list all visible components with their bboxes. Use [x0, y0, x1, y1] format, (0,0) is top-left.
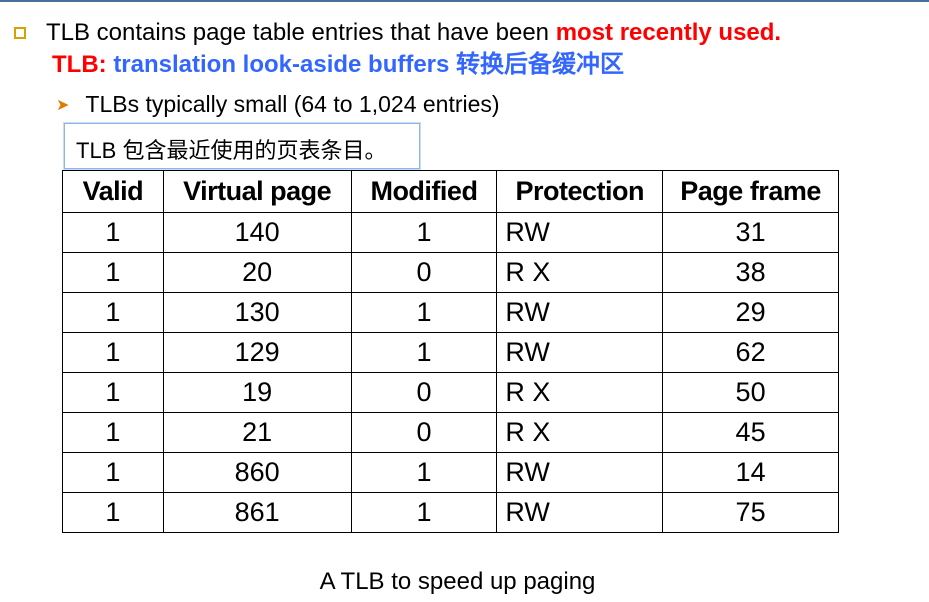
header-page-frame: Page frame: [662, 170, 839, 213]
header-virtual-page: Virtual page: [162, 170, 352, 213]
square-bullet-icon: [14, 27, 26, 39]
cell-modified: 1: [350, 292, 498, 333]
table-row: 1 140 1 RW 31: [62, 212, 839, 253]
cell-page-frame: 45: [662, 412, 839, 453]
cell-page-frame: 62: [662, 332, 839, 373]
cell-valid: 1: [62, 252, 164, 293]
cell-modified: 0: [350, 252, 498, 293]
cell-valid: 1: [62, 492, 164, 533]
cell-protection: RW: [496, 292, 664, 333]
cell-virtual-page: 21: [162, 412, 352, 453]
cell-valid: 1: [62, 332, 164, 373]
cell-virtual-page: 860: [162, 452, 352, 493]
cell-page-frame: 38: [662, 252, 839, 293]
cell-virtual-page: 130: [162, 292, 352, 333]
cell-page-frame: 14: [662, 452, 839, 493]
cell-protection: R X: [496, 372, 664, 413]
tlb-table: Valid Virtual page Modified Protection P…: [62, 170, 839, 533]
cell-page-frame: 75: [662, 492, 839, 533]
bullet-text: TLB contains page table entries that hav…: [46, 19, 556, 46]
cell-protection: R X: [496, 252, 664, 293]
cell-virtual-page: 19: [162, 372, 352, 413]
cell-protection: RW: [496, 212, 664, 253]
arrow-bullet-icon: ➤: [56, 97, 70, 114]
highlight-most-recently-used: most recently used.: [555, 19, 782, 46]
table-row: 1 19 0 R X 50: [62, 372, 839, 413]
cell-valid: 1: [62, 412, 164, 453]
table-row: 1 130 1 RW 29: [62, 292, 839, 333]
table-row: 1 20 0 R X 38: [62, 252, 839, 293]
cell-virtual-page: 140: [162, 212, 352, 253]
table-row: 1 860 1 RW 14: [62, 452, 839, 493]
table-caption: A TLB to speed up paging: [319, 568, 596, 595]
cell-modified: 1: [350, 212, 498, 253]
cell-modified: 0: [350, 412, 498, 453]
cell-protection: RW: [496, 492, 664, 533]
cell-protection: RW: [496, 452, 664, 493]
cell-modified: 1: [350, 492, 498, 533]
sub-bullet-tlb-size: ➤ TLBs typically small (64 to 1,024 entri…: [56, 90, 500, 120]
cell-valid: 1: [62, 372, 164, 413]
translation-tooltip: TLB 包含最近使用的页表条目。: [64, 123, 420, 169]
header-valid: Valid: [62, 170, 164, 213]
cell-protection: RW: [496, 332, 664, 373]
cell-valid: 1: [62, 212, 164, 253]
cell-page-frame: 29: [662, 292, 839, 333]
table-row: 1 129 1 RW 62: [62, 332, 839, 373]
cell-virtual-page: 20: [162, 252, 352, 293]
table-header-row: Valid Virtual page Modified Protection P…: [62, 170, 839, 213]
cell-valid: 1: [62, 292, 164, 333]
table-row: 1 861 1 RW 75: [62, 492, 839, 533]
table-row: 1 21 0 R X 45: [62, 412, 839, 453]
cell-protection: R X: [496, 412, 664, 453]
header-modified: Modified: [350, 170, 498, 213]
tlb-definition: TLB: translation look-aside buffers 转换后备…: [52, 50, 624, 80]
cell-modified: 1: [350, 332, 498, 373]
cell-page-frame: 50: [662, 372, 839, 413]
cell-valid: 1: [62, 452, 164, 493]
tlb-label: TLB:: [52, 51, 114, 78]
cell-virtual-page: 861: [162, 492, 352, 533]
sub-bullet-text: TLBs typically small (64 to 1,024 entrie…: [85, 91, 500, 117]
cell-modified: 1: [350, 452, 498, 493]
tlb-expansion: translation look-aside buffers 转换后备缓冲区: [113, 51, 625, 78]
top-divider: [0, 0, 929, 2]
cell-page-frame: 31: [662, 212, 839, 253]
bullet-tlb-recent: TLB contains page table entries that hav…: [14, 18, 781, 48]
cell-modified: 0: [350, 372, 498, 413]
cell-virtual-page: 129: [162, 332, 352, 373]
header-protection: Protection: [496, 170, 664, 213]
